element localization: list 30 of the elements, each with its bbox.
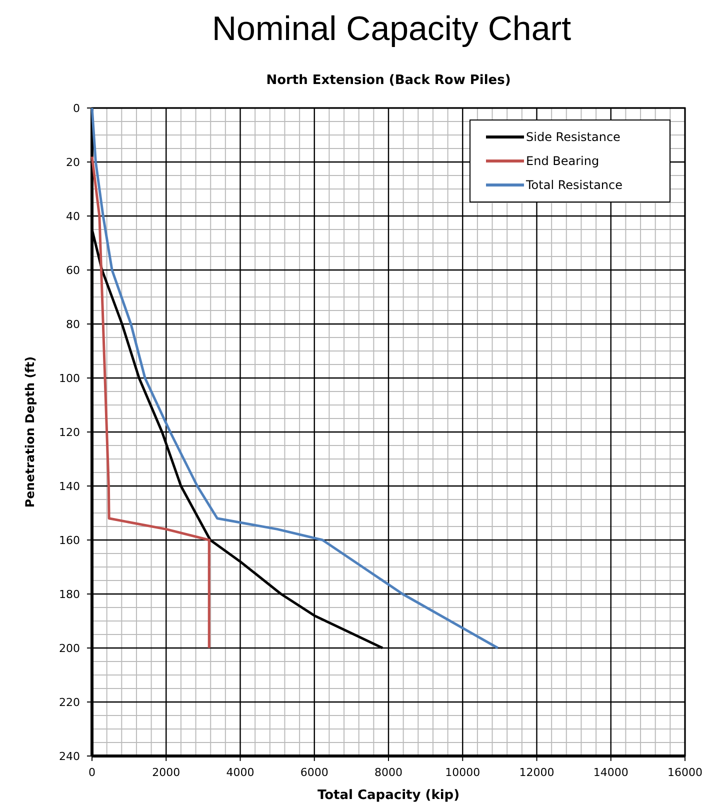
legend-label: End Bearing bbox=[526, 154, 600, 168]
y-tick-label: 20 bbox=[66, 156, 80, 169]
legend-label: Total Resistance bbox=[525, 178, 623, 192]
x-tick-label: 14000 bbox=[593, 766, 628, 779]
x-axis-title: Total Capacity (kip) bbox=[317, 788, 460, 803]
x-tick-label: 16000 bbox=[668, 766, 702, 779]
y-tick-label: 40 bbox=[66, 210, 80, 223]
y-tick-label: 140 bbox=[59, 480, 80, 493]
legend-label: Side Resistance bbox=[526, 130, 620, 144]
y-tick-label: 200 bbox=[59, 642, 80, 655]
y-tick-label: 100 bbox=[59, 372, 80, 385]
x-tick-label: 4000 bbox=[226, 766, 254, 779]
y-tick-label: 120 bbox=[59, 426, 80, 439]
y-tick-label: 220 bbox=[59, 696, 80, 709]
y-tick-label: 60 bbox=[66, 264, 80, 277]
x-tick-label: 6000 bbox=[300, 766, 328, 779]
y-tick-label: 240 bbox=[59, 750, 80, 763]
y-tick-label: 180 bbox=[59, 588, 80, 601]
y-tick-label: 0 bbox=[73, 102, 80, 115]
y-tick-label: 160 bbox=[59, 534, 80, 547]
x-tick-label: 8000 bbox=[374, 766, 402, 779]
line-series bbox=[90, 155, 210, 650]
x-tick-label: 12000 bbox=[519, 766, 554, 779]
x-tick-label: 10000 bbox=[445, 766, 480, 779]
chart-subtitle: North Extension (Back Row Piles) bbox=[266, 73, 511, 88]
y-axis-title: Penetration Depth (ft) bbox=[23, 356, 37, 508]
x-tick-label: 2000 bbox=[152, 766, 180, 779]
chart-title: Nominal Capacity Chart bbox=[212, 10, 572, 48]
x-tick-label: 0 bbox=[88, 766, 96, 779]
y-tick-label: 80 bbox=[66, 318, 80, 331]
